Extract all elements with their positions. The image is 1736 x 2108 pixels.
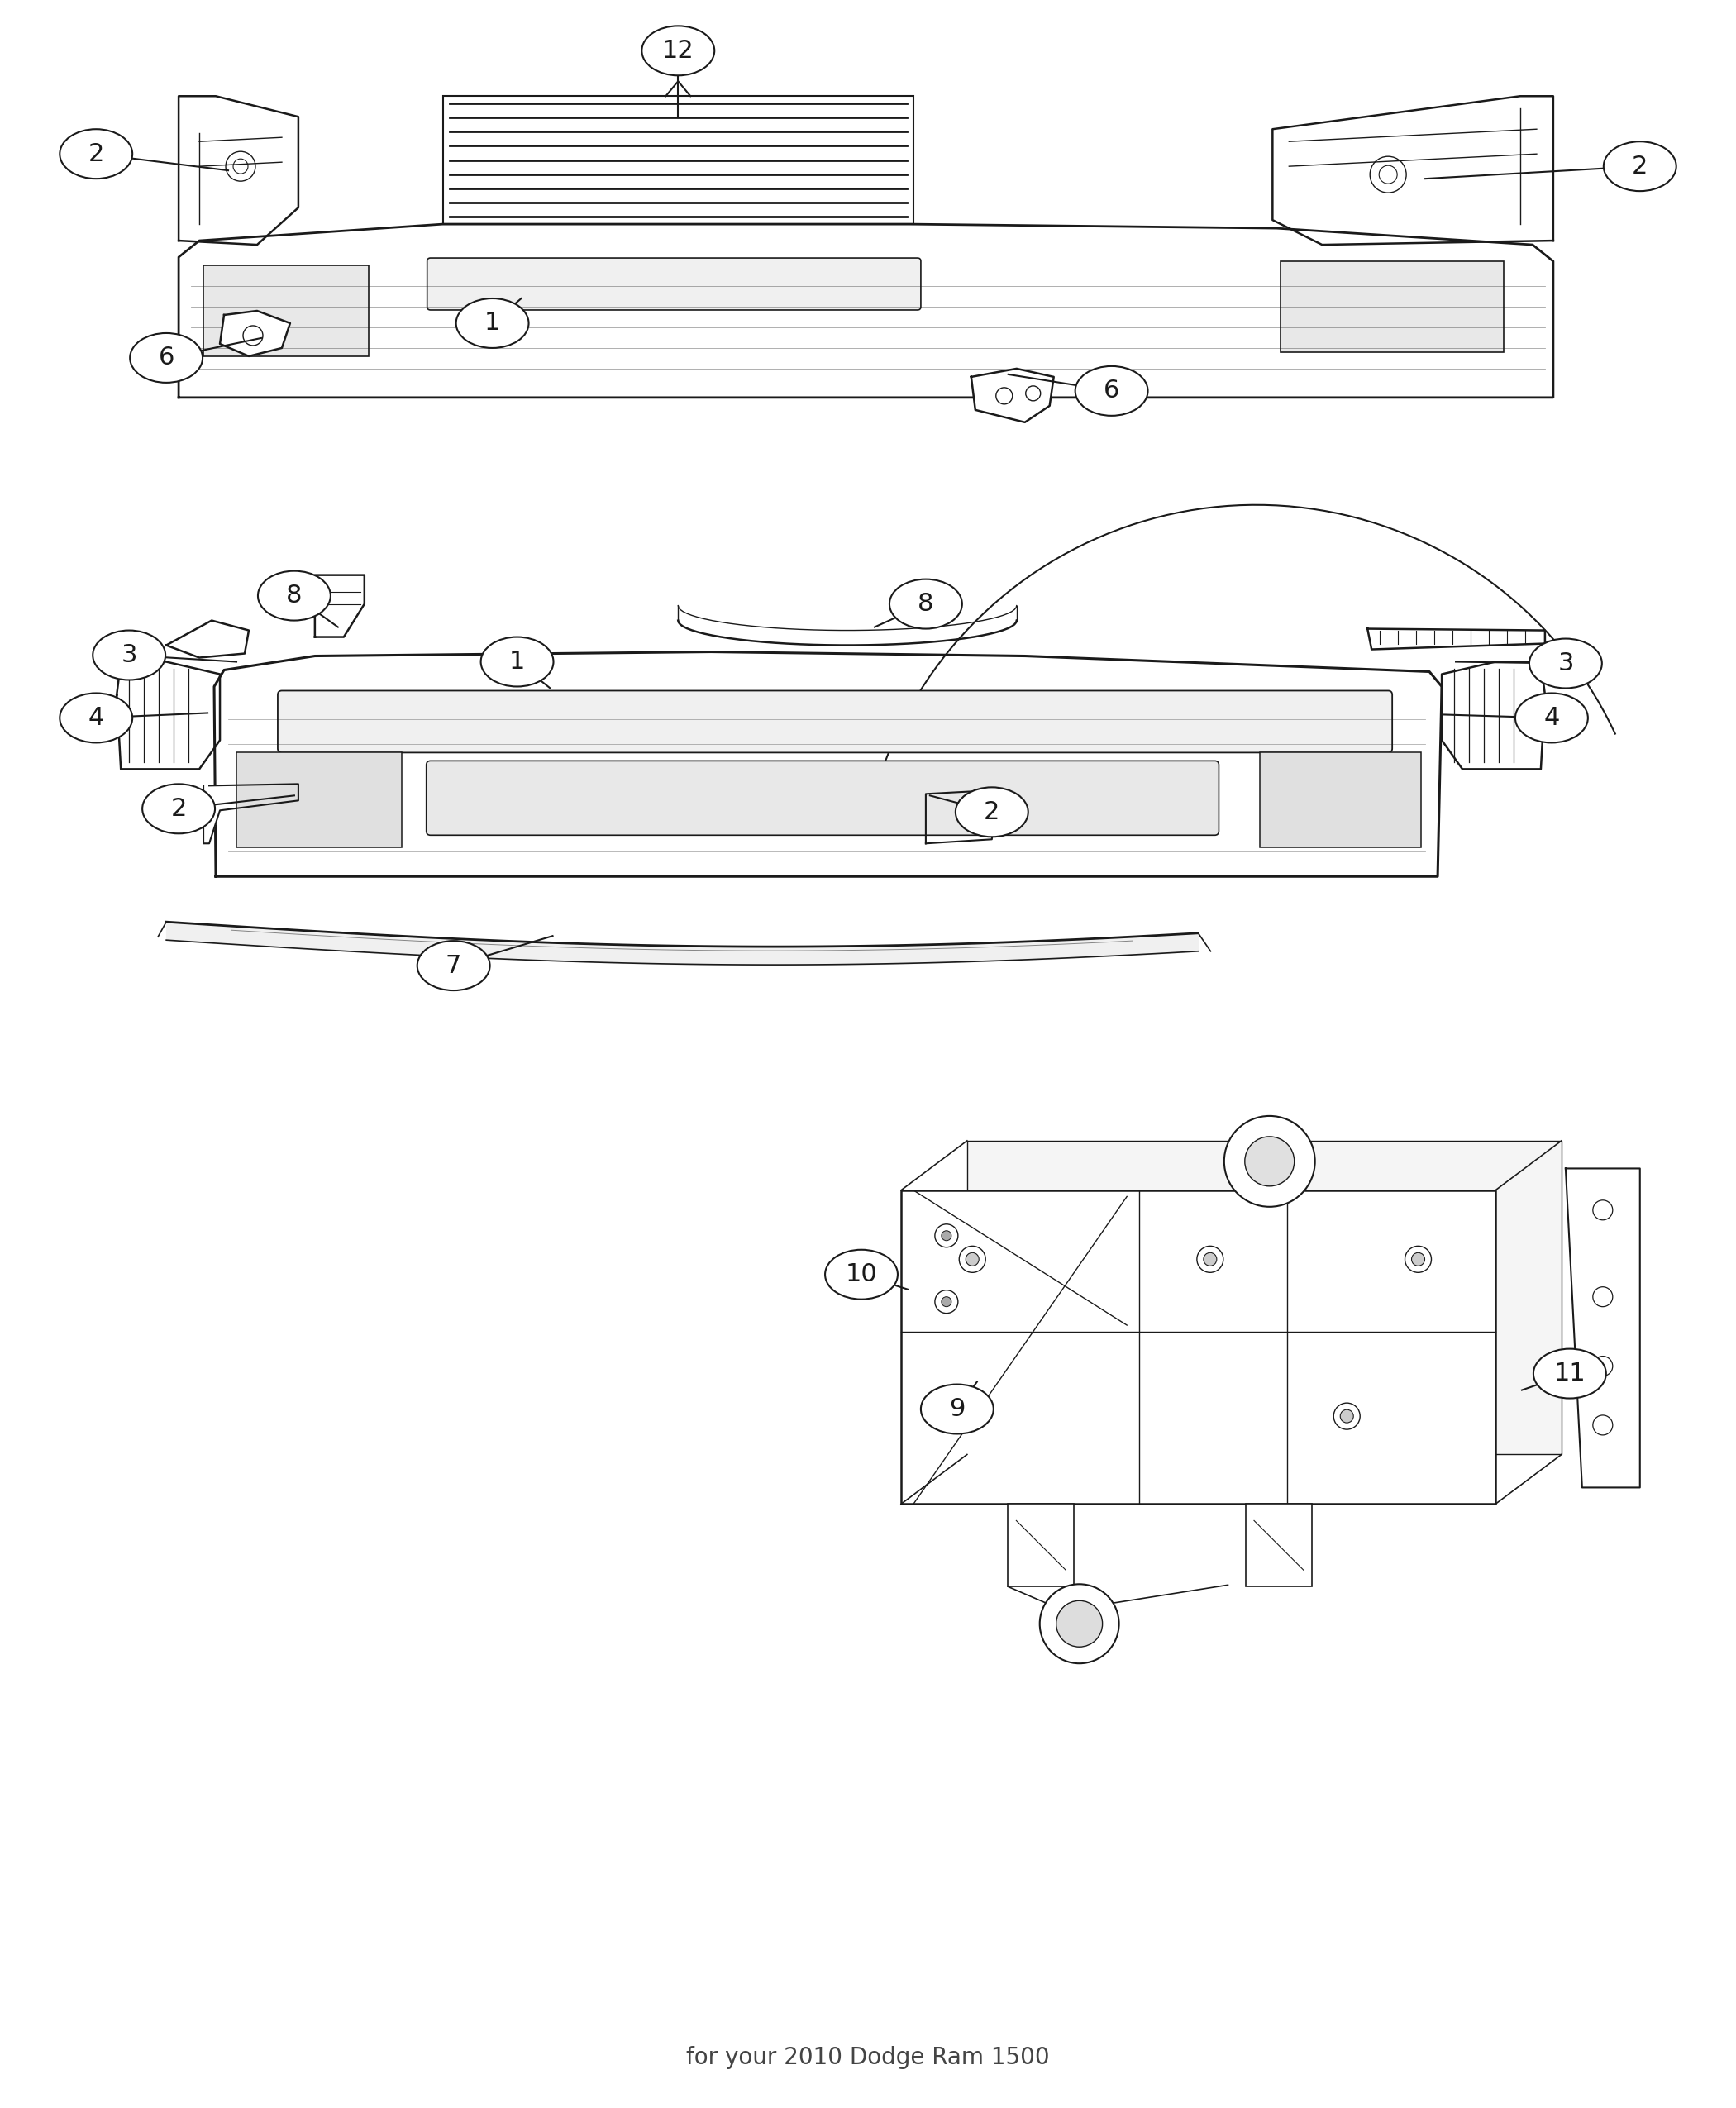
- Polygon shape: [970, 369, 1054, 422]
- Circle shape: [941, 1296, 951, 1307]
- Circle shape: [1040, 1583, 1120, 1663]
- Ellipse shape: [1529, 639, 1602, 687]
- Text: 4: 4: [1543, 706, 1559, 729]
- Polygon shape: [925, 790, 996, 843]
- Ellipse shape: [1604, 141, 1677, 192]
- Circle shape: [1196, 1246, 1224, 1273]
- Polygon shape: [220, 310, 290, 356]
- Text: 12: 12: [661, 38, 694, 63]
- Text: 11: 11: [1554, 1362, 1585, 1385]
- Ellipse shape: [1075, 367, 1147, 415]
- Bar: [901, 1191, 1495, 1503]
- Polygon shape: [1272, 97, 1554, 245]
- Polygon shape: [116, 662, 220, 769]
- Polygon shape: [214, 651, 1443, 877]
- Text: 8: 8: [918, 592, 934, 616]
- Bar: [1009, 1503, 1075, 1587]
- Circle shape: [1340, 1410, 1354, 1423]
- Polygon shape: [179, 97, 299, 245]
- Bar: [1246, 1503, 1312, 1587]
- Ellipse shape: [457, 299, 529, 348]
- Bar: [236, 753, 401, 847]
- Polygon shape: [167, 620, 248, 658]
- Text: 4: 4: [89, 706, 104, 729]
- Text: 9: 9: [950, 1398, 965, 1421]
- Circle shape: [1404, 1246, 1432, 1273]
- Ellipse shape: [142, 784, 215, 833]
- Circle shape: [1245, 1136, 1295, 1187]
- Circle shape: [941, 1231, 951, 1242]
- Ellipse shape: [1516, 694, 1588, 742]
- Circle shape: [1203, 1252, 1217, 1267]
- Ellipse shape: [1533, 1349, 1606, 1398]
- Text: 3: 3: [122, 643, 137, 666]
- Ellipse shape: [481, 637, 554, 687]
- Text: 2: 2: [170, 797, 187, 820]
- Text: 1: 1: [484, 312, 500, 335]
- Circle shape: [936, 1225, 958, 1248]
- Text: 8: 8: [286, 584, 302, 607]
- Ellipse shape: [825, 1250, 898, 1299]
- Text: 6: 6: [158, 346, 174, 369]
- Bar: [1260, 753, 1422, 847]
- Polygon shape: [679, 605, 1017, 630]
- Circle shape: [936, 1290, 958, 1313]
- Circle shape: [1224, 1115, 1314, 1206]
- Polygon shape: [1368, 628, 1545, 649]
- FancyBboxPatch shape: [427, 761, 1219, 835]
- Bar: [1281, 261, 1503, 352]
- Ellipse shape: [920, 1385, 993, 1433]
- Ellipse shape: [130, 333, 203, 384]
- Ellipse shape: [59, 129, 132, 179]
- FancyBboxPatch shape: [427, 257, 920, 310]
- Circle shape: [1333, 1404, 1359, 1429]
- Circle shape: [965, 1410, 979, 1423]
- Bar: [967, 1140, 1561, 1455]
- Polygon shape: [203, 784, 299, 843]
- Ellipse shape: [642, 25, 715, 76]
- Ellipse shape: [259, 571, 330, 620]
- Circle shape: [960, 1404, 986, 1429]
- FancyBboxPatch shape: [278, 691, 1392, 753]
- Text: 6: 6: [1104, 379, 1120, 403]
- Circle shape: [960, 1246, 986, 1273]
- Ellipse shape: [92, 630, 165, 681]
- Ellipse shape: [955, 786, 1028, 837]
- Text: 7: 7: [446, 953, 462, 978]
- Bar: [443, 97, 913, 223]
- Polygon shape: [1443, 662, 1545, 769]
- Circle shape: [965, 1252, 979, 1267]
- Text: 3: 3: [1557, 651, 1573, 675]
- Ellipse shape: [889, 580, 962, 628]
- Text: 2: 2: [1632, 154, 1647, 179]
- Text: 10: 10: [845, 1263, 877, 1286]
- Circle shape: [1411, 1252, 1425, 1267]
- Bar: [203, 266, 368, 356]
- Text: 2: 2: [984, 801, 1000, 824]
- Circle shape: [1055, 1600, 1102, 1646]
- Text: for your 2010 Dodge Ram 1500: for your 2010 Dodge Ram 1500: [686, 2045, 1050, 2068]
- Polygon shape: [314, 575, 365, 637]
- Polygon shape: [179, 223, 1554, 398]
- Text: 2: 2: [89, 141, 104, 167]
- Polygon shape: [1566, 1168, 1641, 1488]
- Ellipse shape: [417, 940, 490, 991]
- Ellipse shape: [59, 694, 132, 742]
- Text: 1: 1: [509, 649, 524, 675]
